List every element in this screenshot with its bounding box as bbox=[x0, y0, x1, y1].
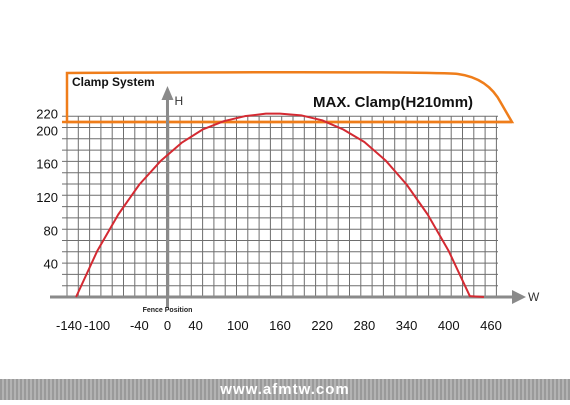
x-tick-label: 340 bbox=[396, 318, 418, 333]
x-tick-label: -40 bbox=[130, 318, 149, 333]
footer-url: www.afmtw.com bbox=[220, 381, 350, 398]
chart-title: MAX. Clamp(H210mm) bbox=[313, 94, 473, 111]
y-tick-label: 120 bbox=[36, 190, 58, 205]
y-axis-arrow bbox=[161, 86, 174, 100]
x-tick-label: 220 bbox=[311, 318, 333, 333]
x-tick-label: 280 bbox=[354, 318, 376, 333]
clamp-system-box bbox=[65, 70, 515, 124]
footer-bar: www.afmtw.com bbox=[0, 379, 570, 400]
x-tick-label: -100 bbox=[84, 318, 110, 333]
clamp-system-label: Clamp System bbox=[72, 75, 155, 89]
x-tick-label: 0 bbox=[164, 318, 171, 333]
y-tick-label: 200 bbox=[36, 123, 58, 138]
x-axis-label: W bbox=[528, 290, 540, 304]
x-tick-label: 100 bbox=[227, 318, 249, 333]
x-tick-label: 460 bbox=[480, 318, 502, 333]
y-tick-label: 160 bbox=[36, 157, 58, 172]
grid bbox=[62, 115, 498, 298]
x-axis-arrow bbox=[512, 290, 526, 304]
x-tick-label: -140 bbox=[56, 318, 82, 333]
x-tick-label: 40 bbox=[188, 318, 202, 333]
y-tick-label: 80 bbox=[44, 223, 58, 238]
fence-position-label: Fence Position bbox=[143, 307, 193, 314]
clamp-range-curve bbox=[75, 112, 484, 298]
y-tick-label: 40 bbox=[44, 257, 58, 272]
x-tick-label: 400 bbox=[438, 318, 460, 333]
x-tick-label: 160 bbox=[269, 318, 291, 333]
y-axis-label: H bbox=[174, 94, 183, 108]
y-tick-label: 220 bbox=[36, 107, 58, 122]
